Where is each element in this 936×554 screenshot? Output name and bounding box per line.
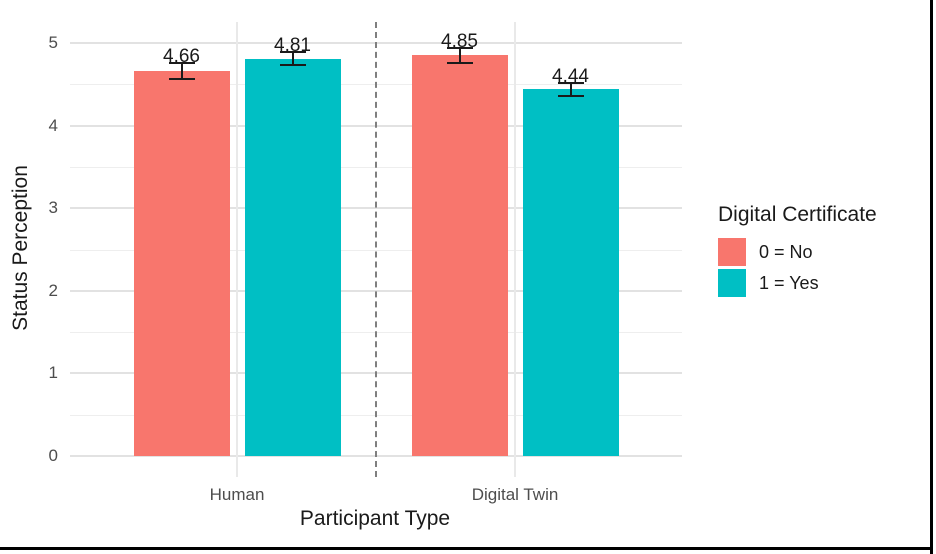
error-bar-line bbox=[291, 52, 294, 66]
error-bar-line bbox=[458, 47, 461, 63]
x-tick-label: Human bbox=[209, 485, 265, 504]
error-bar-line bbox=[569, 82, 572, 96]
error-bar-cap-bottom bbox=[168, 78, 195, 81]
y-tick-label: 2 bbox=[48, 280, 58, 300]
bar-value-label: 4.85 bbox=[441, 30, 478, 52]
legend-swatch-no bbox=[718, 238, 746, 266]
legend-label-yes: 1 = Yes bbox=[759, 272, 819, 293]
y-tick-label: 0 bbox=[48, 446, 58, 465]
frame-border-bottom bbox=[0, 547, 933, 550]
y-tick-label: 4 bbox=[48, 115, 58, 135]
bar-digital-twin-yes bbox=[522, 89, 619, 456]
bar-digital-twin-no bbox=[411, 55, 508, 456]
legend-label-no: 0 = No bbox=[759, 241, 813, 262]
error-bar-cap-top bbox=[446, 46, 473, 49]
error-bar-cap-bottom bbox=[279, 64, 306, 67]
bar-value-label: 4.66 bbox=[163, 45, 200, 67]
bar-human-yes bbox=[244, 58, 341, 456]
y-axis-title: Status Perception bbox=[9, 165, 32, 331]
error-bar-cap-bottom bbox=[557, 94, 584, 97]
legend-item-yes: 1 = Yes bbox=[718, 269, 933, 297]
bar-human-no bbox=[133, 71, 230, 456]
legend-title: Digital Certificate bbox=[718, 203, 877, 226]
x-axis-title: Participant Type bbox=[299, 507, 451, 530]
group-divider-dashed-line bbox=[375, 22, 377, 477]
gridline-vertical bbox=[236, 22, 238, 477]
bar-value-label: 4.44 bbox=[552, 65, 589, 87]
error-bar-cap-top bbox=[557, 81, 584, 84]
y-tick-label: 5 bbox=[48, 33, 58, 52]
frame-border-right bbox=[930, 0, 933, 554]
legend-swatch-yes bbox=[718, 269, 746, 297]
error-bar-line bbox=[180, 62, 183, 80]
legend: Digital Certificate 0 = No 1 = Yes bbox=[718, 203, 933, 300]
error-bar-cap-bottom bbox=[446, 61, 473, 64]
y-tick-label: 3 bbox=[48, 198, 58, 218]
error-bar-cap-top bbox=[279, 51, 306, 54]
y-tick-label: 1 bbox=[48, 363, 58, 383]
error-bar-cap-top bbox=[168, 61, 195, 64]
legend-item-no: 0 = No bbox=[718, 238, 933, 266]
bar-value-label: 4.81 bbox=[274, 35, 311, 57]
x-tick-label: Digital Twin bbox=[471, 485, 559, 504]
gridline-vertical bbox=[514, 22, 516, 477]
